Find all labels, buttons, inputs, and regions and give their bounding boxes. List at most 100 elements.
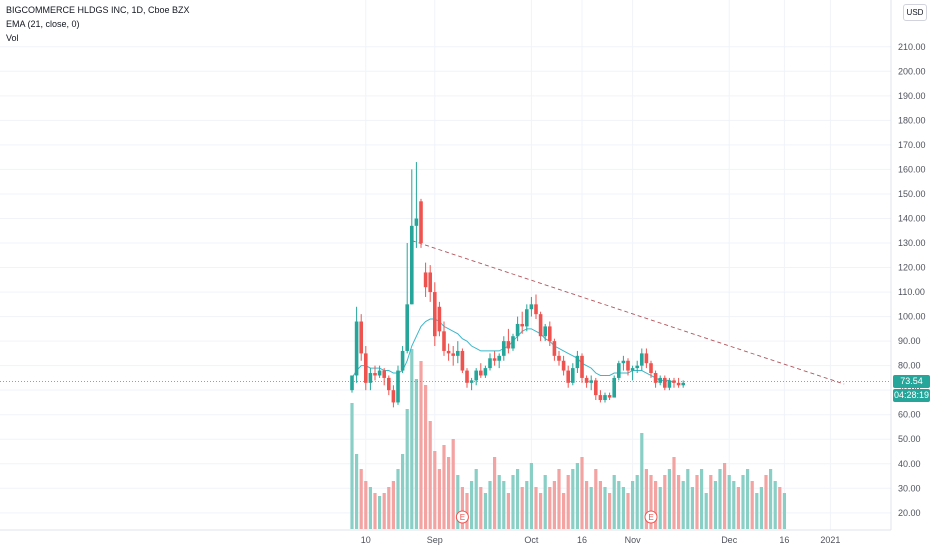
time-tick-label: Sep bbox=[427, 535, 443, 545]
candle-body bbox=[423, 272, 428, 288]
candle-body bbox=[492, 358, 497, 361]
price-tick-label: 170.00 bbox=[898, 140, 926, 150]
candle-body bbox=[617, 363, 621, 378]
volume-bar bbox=[658, 487, 662, 529]
candle-body bbox=[543, 326, 547, 337]
price-tick-label: 80.00 bbox=[898, 361, 921, 371]
candle-body bbox=[515, 323, 520, 337]
candle-body bbox=[566, 370, 570, 383]
volume-bar bbox=[608, 493, 612, 529]
earnings-marker-label: E bbox=[648, 513, 653, 522]
volume-bar bbox=[364, 481, 368, 529]
price-tick-label: 100.00 bbox=[898, 312, 926, 322]
price-axis[interactable]: 20.0030.0040.0050.0060.0070.0080.0090.00… bbox=[898, 42, 926, 518]
volume-bar bbox=[460, 487, 464, 529]
candle-body bbox=[419, 201, 423, 244]
candle-body bbox=[465, 370, 469, 383]
volume-bar bbox=[520, 487, 524, 529]
chart-title: BIGCOMMERCE HLDGS INC, 1D, Cboe BZX bbox=[6, 5, 190, 15]
volume-bar bbox=[635, 475, 639, 529]
candle-body bbox=[511, 336, 515, 349]
candle-body bbox=[534, 304, 538, 315]
volume-bar bbox=[474, 469, 478, 529]
volume-bar bbox=[557, 469, 561, 529]
candle-body bbox=[672, 380, 676, 383]
candle-body bbox=[410, 225, 414, 305]
volume-bar bbox=[585, 481, 589, 529]
time-axis[interactable]: 10 Sep Oct 16 Nov Dec 16 2021 bbox=[361, 535, 841, 545]
candle-body bbox=[433, 292, 437, 337]
candle-body bbox=[653, 373, 658, 383]
volume-bar bbox=[709, 475, 713, 529]
volume-bar bbox=[516, 469, 520, 529]
price-tick-label: 40.00 bbox=[898, 459, 921, 469]
volume-bar bbox=[598, 481, 602, 529]
candle-body bbox=[640, 353, 644, 366]
volume-legend[interactable]: Vol bbox=[6, 33, 19, 43]
volume-bar bbox=[529, 463, 533, 529]
currency-button[interactable]: USD bbox=[903, 4, 927, 21]
time-tick-label: Oct bbox=[524, 535, 539, 545]
volume-bar bbox=[571, 469, 575, 529]
volume-bar bbox=[769, 469, 773, 529]
candles bbox=[350, 162, 685, 408]
candle-body bbox=[414, 218, 419, 226]
price-tick-label: 20.00 bbox=[898, 508, 921, 518]
candle-body bbox=[442, 331, 446, 351]
candle-body bbox=[506, 341, 511, 349]
volume-bar bbox=[534, 487, 538, 529]
candle-body bbox=[580, 355, 584, 378]
volume-bar bbox=[603, 487, 607, 529]
ema-legend[interactable]: EMA (21, close, 0) bbox=[6, 19, 80, 29]
volume-bar bbox=[502, 481, 506, 529]
candle-body bbox=[603, 395, 607, 400]
volume-bar bbox=[437, 469, 441, 529]
candle-body bbox=[561, 360, 566, 371]
candle-body bbox=[548, 326, 552, 342]
volume-bar bbox=[566, 475, 570, 529]
volume-bar bbox=[718, 469, 722, 529]
candle-body bbox=[368, 373, 373, 383]
candle-body bbox=[428, 272, 432, 293]
volume-bar bbox=[755, 493, 759, 529]
candle-body bbox=[387, 377, 391, 391]
volume-bar bbox=[617, 481, 621, 529]
trend-line[interactable] bbox=[411, 240, 845, 385]
volume-bar bbox=[548, 487, 552, 529]
time-tick-label: 16 bbox=[577, 535, 587, 545]
volume-bar bbox=[368, 487, 372, 529]
price-tick-label: 60.00 bbox=[898, 410, 921, 420]
candle-body bbox=[538, 314, 543, 337]
candle-body bbox=[589, 380, 593, 383]
candle-body bbox=[350, 375, 354, 391]
candle-body bbox=[382, 370, 386, 378]
candle-body bbox=[630, 368, 635, 371]
volume-bar bbox=[746, 469, 750, 529]
candle-body bbox=[405, 304, 409, 351]
price-tick-label: 50.00 bbox=[898, 434, 921, 444]
volume-bar bbox=[543, 475, 547, 529]
time-tick-label: Nov bbox=[625, 535, 642, 545]
volume-bar bbox=[355, 454, 359, 529]
volume-bar bbox=[359, 469, 363, 529]
volume-bar bbox=[433, 451, 437, 529]
volume-bar bbox=[750, 481, 754, 529]
volume-bar bbox=[649, 475, 653, 529]
volume-bar bbox=[575, 463, 579, 529]
time-tick-label: 2021 bbox=[820, 535, 840, 545]
volume-bar bbox=[759, 487, 763, 529]
volume-bar bbox=[667, 469, 671, 529]
volume-bar bbox=[401, 454, 405, 529]
candle-body bbox=[391, 390, 396, 403]
price-tick-label: 120.00 bbox=[898, 263, 926, 273]
volume-bar bbox=[681, 481, 685, 529]
volume-bar bbox=[396, 469, 400, 529]
volume-bar bbox=[479, 487, 483, 529]
volume-bar bbox=[631, 481, 635, 529]
candle-body bbox=[460, 350, 465, 371]
time-tick-label: 16 bbox=[779, 535, 789, 545]
candle-body bbox=[598, 395, 603, 400]
volume-bar bbox=[387, 487, 391, 529]
